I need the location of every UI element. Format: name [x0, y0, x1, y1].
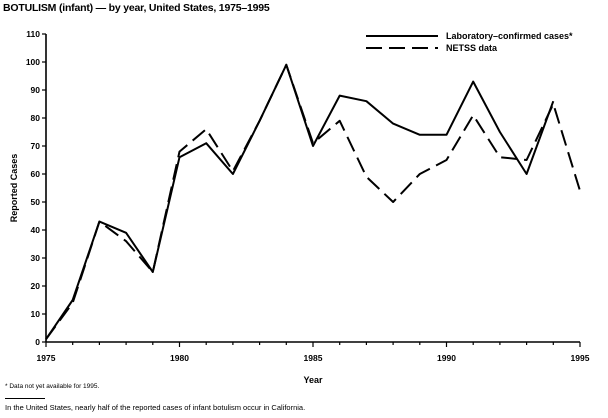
legend: Laboratory–confirmed cases* NETSS data — [366, 31, 573, 53]
series-lines — [45, 63, 581, 340]
series-line-1 — [45, 63, 555, 340]
y-tick-label: 90 — [31, 85, 41, 95]
legend-label-1: Laboratory–confirmed cases* — [446, 31, 573, 41]
y-tick-label: 70 — [31, 141, 41, 151]
y-tick-label: 80 — [31, 113, 41, 123]
x-tick-label: 1980 — [170, 353, 189, 363]
y-tick-label: 100 — [26, 57, 40, 67]
x-tick-label: 1990 — [437, 353, 456, 363]
legend-label-2: NETSS data — [446, 43, 498, 53]
footnote: * Data not yet available for 1995. — [5, 383, 100, 390]
y-tick-label: 10 — [31, 309, 41, 319]
y-tick-label: 40 — [31, 225, 41, 235]
axes: 0 10 20 30 40 50 60 70 80 90 100 110 1975 1980 1985 199… — [9, 29, 590, 385]
x-tick-label: 1975 — [37, 353, 56, 363]
series-line-2 — [45, 63, 581, 340]
x-tick-label: 1985 — [304, 353, 323, 363]
y-tick-label: 0 — [35, 337, 40, 347]
chart-note: In the United States, nearly half of the… — [5, 403, 306, 412]
x-axis-title: Year — [303, 375, 323, 385]
y-tick-label: 50 — [31, 197, 41, 207]
y-axis-title: Reported Cases — [9, 154, 19, 223]
footnote-divider — [5, 398, 45, 399]
y-tick-label: 30 — [31, 253, 41, 263]
x-tick-label: 1995 — [571, 353, 590, 363]
chart-title: BOTULISM (infant) — by year, United Stat… — [3, 2, 270, 14]
y-tick-label: 20 — [31, 281, 41, 291]
y-tick-label: 60 — [31, 169, 41, 179]
y-tick-label: 110 — [26, 29, 40, 39]
